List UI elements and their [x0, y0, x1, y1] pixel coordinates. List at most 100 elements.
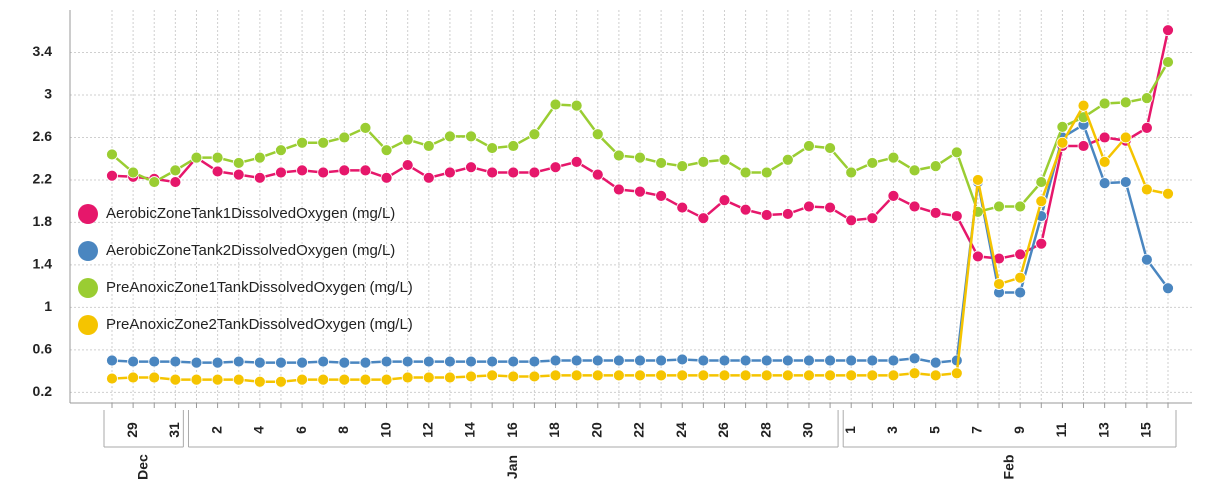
data-point — [739, 354, 752, 367]
data-point — [106, 148, 118, 161]
data-point — [760, 369, 773, 382]
data-point — [781, 208, 794, 220]
data-point — [845, 354, 858, 367]
y-tick-label: 1.8 — [33, 213, 53, 229]
x-tick-label: 28 — [757, 422, 773, 438]
group-label: Dec — [134, 454, 150, 480]
data-point — [380, 171, 393, 184]
data-point — [359, 164, 372, 177]
data-point — [232, 355, 245, 368]
data-point — [697, 354, 710, 367]
data-point — [1077, 140, 1090, 152]
y-tick-label: 3.4 — [33, 43, 53, 59]
data-point — [655, 157, 668, 169]
y-tick-label: 0.2 — [33, 383, 53, 399]
data-point — [486, 142, 499, 154]
data-point — [1056, 120, 1069, 133]
x-tick-label: 20 — [588, 422, 604, 438]
data-point — [444, 166, 456, 179]
data-point — [444, 371, 456, 384]
group-label: Jan — [504, 455, 520, 479]
data-point — [570, 369, 583, 382]
data-point — [972, 174, 984, 186]
data-point — [887, 151, 900, 164]
data-point — [359, 356, 372, 369]
data-point — [317, 355, 330, 368]
x-tick-label: 24 — [673, 422, 689, 438]
data-point — [253, 151, 266, 164]
data-point — [507, 355, 520, 368]
data-point — [676, 160, 689, 173]
data-point — [1119, 131, 1132, 144]
data-point — [401, 355, 414, 368]
data-point — [676, 353, 689, 366]
data-point — [739, 203, 752, 216]
data-point — [845, 369, 858, 382]
data-point — [528, 370, 541, 383]
data-point — [908, 367, 921, 380]
data-point — [1014, 286, 1027, 299]
data-point — [803, 354, 815, 367]
y-tick-label: 2.2 — [33, 171, 53, 187]
data-point — [106, 169, 118, 182]
y-tick-label: 1 — [44, 298, 52, 314]
x-tick-label: 14 — [462, 422, 478, 438]
data-point — [148, 355, 161, 368]
data-point — [275, 166, 287, 179]
data-point — [169, 355, 182, 368]
data-point — [634, 354, 646, 367]
x-tick-label: 31 — [166, 422, 182, 438]
data-point — [739, 369, 752, 382]
data-point — [929, 160, 942, 173]
data-point — [528, 128, 541, 141]
data-point — [1014, 200, 1027, 213]
x-tick-label: 7 — [969, 426, 985, 434]
data-point — [950, 210, 963, 222]
data-point — [1162, 282, 1174, 295]
data-point — [908, 164, 921, 177]
data-point — [697, 212, 710, 225]
data-point — [253, 356, 266, 369]
data-point — [760, 166, 773, 179]
y-tick-label: 1.4 — [33, 256, 53, 272]
data-point — [612, 149, 625, 162]
x-tick-label: 5 — [926, 426, 942, 434]
y-tick-label: 3 — [44, 86, 52, 102]
x-tick-label: 8 — [335, 426, 351, 434]
data-point — [866, 212, 879, 225]
data-point — [972, 250, 984, 263]
data-point — [232, 168, 245, 181]
data-point — [486, 355, 499, 368]
data-point — [591, 354, 604, 367]
data-point — [676, 369, 689, 382]
data-point — [528, 355, 541, 368]
x-tick-label: 9 — [1011, 426, 1027, 434]
data-point — [845, 214, 858, 227]
data-point — [781, 354, 794, 367]
data-point — [950, 146, 963, 159]
data-point — [993, 200, 1005, 213]
data-point — [148, 176, 161, 188]
data-point — [866, 354, 879, 367]
data-point — [908, 200, 921, 213]
data-point — [211, 151, 224, 164]
data-point — [338, 356, 351, 369]
data-point — [1140, 253, 1153, 266]
data-point — [655, 189, 668, 202]
data-point — [465, 161, 477, 174]
x-tick-label: 3 — [884, 426, 900, 434]
data-point — [507, 140, 520, 152]
data-point — [1119, 176, 1132, 188]
data-point — [718, 153, 731, 166]
data-point — [887, 369, 900, 382]
data-point — [824, 201, 836, 214]
data-point — [824, 369, 836, 382]
data-point — [1162, 24, 1174, 37]
x-tick-label: 16 — [504, 422, 520, 438]
x-tick-label: 29 — [124, 422, 140, 438]
x-tick-label: 22 — [631, 422, 647, 438]
legend-label: PreAnoxicZone2TankDissolvedOxygen (mg/L) — [106, 316, 413, 333]
data-point — [190, 151, 203, 164]
data-point — [1098, 155, 1111, 168]
data-point — [549, 369, 562, 382]
